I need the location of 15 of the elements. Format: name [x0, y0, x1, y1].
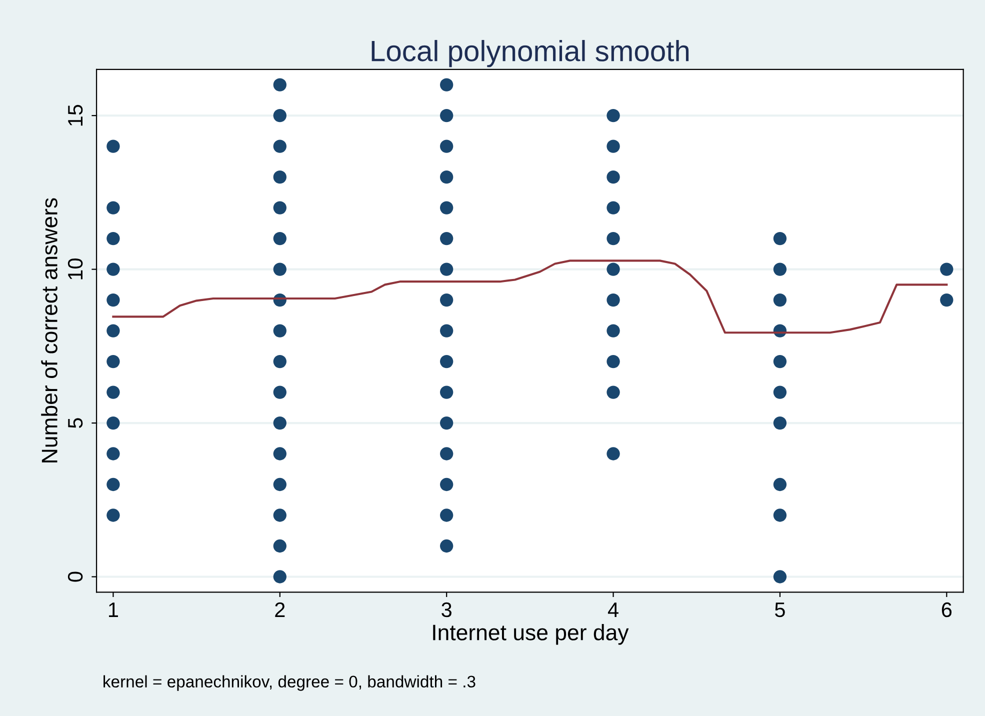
x-tick-label: 6 — [942, 602, 952, 618]
x-tick-label: 3 — [442, 602, 452, 618]
x-tick-label: 2 — [275, 602, 285, 617]
y-tick-label: 0 — [68, 572, 83, 582]
x-tick-label: 5 — [775, 602, 785, 618]
y-tick-label: 10 — [68, 258, 83, 280]
y-tick-label: 5 — [68, 418, 83, 428]
line-series — [112, 260, 948, 334]
text: kernel = epanechnikov, degree = 0, bandwidth = .3 — [104, 675, 476, 691]
y-axis-title: Number of correct answers — [41, 198, 58, 462]
y-tick-label: 15 — [68, 104, 83, 126]
chart-title: Local polynomial smooth — [372, 40, 689, 68]
x-tick-label: 4 — [608, 602, 618, 617]
x-axis-title: Internet use per day — [433, 624, 629, 645]
x-tick-label: 1 — [108, 602, 118, 617]
